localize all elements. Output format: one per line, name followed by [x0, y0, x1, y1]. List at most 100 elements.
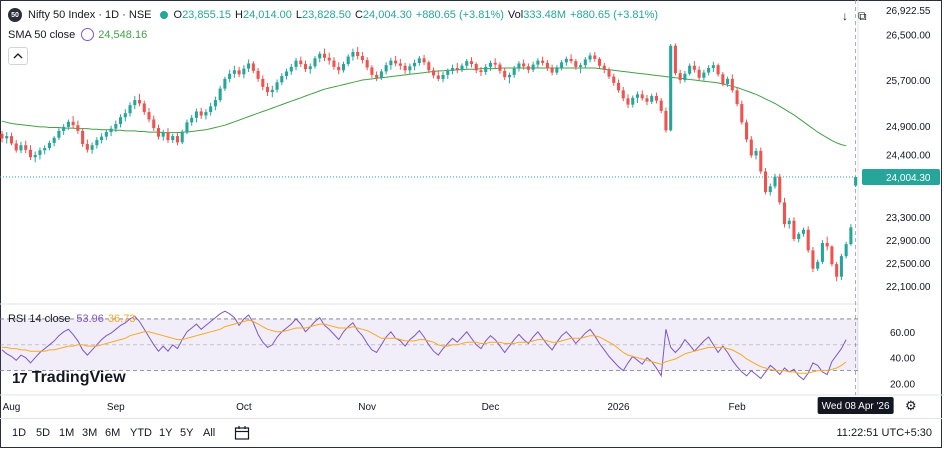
candle — [0, 130, 4, 143]
sma-line — [1, 67, 847, 147]
rsi-tick-label: 20.00 — [890, 380, 915, 391]
symbol-title[interactable]: Nifty 50 Index · 1D · NSE — [28, 9, 152, 21]
candle-body — [171, 136, 175, 141]
candle — [650, 93, 654, 105]
candle-body — [849, 227, 853, 245]
candle-body — [716, 65, 720, 75]
candle-body — [844, 244, 848, 257]
candle-body — [123, 113, 127, 118]
sma-layer — [1, 67, 847, 147]
candle-body — [631, 97, 635, 105]
candle — [109, 125, 113, 137]
candle-body — [484, 66, 488, 73]
candle — [261, 75, 265, 91]
range-button[interactable]: 1Y — [159, 427, 173, 439]
close-label: C — [354, 9, 363, 21]
range-button[interactable]: 5D — [36, 427, 51, 439]
candle-body — [109, 128, 113, 133]
candle-body — [550, 68, 554, 73]
crosshair-date-label: Wed 08 Apr '26 — [822, 401, 890, 412]
candle — [242, 65, 246, 79]
candle-body — [545, 62, 549, 69]
candle — [76, 120, 80, 134]
candle — [541, 56, 545, 66]
candle-body — [512, 68, 516, 75]
calendar-range-icon[interactable] — [234, 425, 250, 441]
candle — [697, 66, 701, 81]
range-button[interactable]: YTD — [130, 427, 152, 439]
sma-legend[interactable]: SMA 50 close 24,548.16 — [8, 28, 147, 41]
candle — [593, 52, 597, 62]
candle-body — [773, 176, 777, 187]
candle-body — [825, 242, 829, 247]
candle — [294, 57, 298, 71]
candle-body — [778, 176, 782, 203]
candle-body — [593, 55, 597, 59]
gear-icon[interactable]: ⚙ — [905, 398, 917, 413]
low-label: L — [295, 9, 303, 21]
candle — [9, 132, 14, 146]
candle — [322, 48, 327, 62]
price-tick-label: 22,900.00 — [886, 236, 931, 247]
candle-body — [749, 139, 753, 156]
candle-body — [583, 59, 587, 66]
rsi-value: 53.96 — [76, 313, 104, 325]
candle-body — [673, 45, 677, 74]
candle — [721, 72, 725, 87]
candle — [337, 62, 341, 75]
last-price-badge — [862, 168, 940, 185]
clock[interactable]: 11:22:51 UTC+5:30 — [836, 427, 933, 439]
candle-body — [313, 58, 317, 67]
candle-body — [436, 75, 440, 79]
open-label: O — [173, 9, 183, 21]
price-tick-label: 23,300.00 — [886, 213, 931, 224]
candle — [223, 76, 227, 91]
candle — [631, 95, 635, 108]
candle — [626, 94, 630, 109]
rsi-legend[interactable]: RSI 14 close 53.96 36.73 — [8, 313, 135, 325]
candle — [133, 96, 137, 110]
candle — [71, 116, 75, 129]
candle-body — [408, 66, 412, 71]
settings-circle-icon[interactable] — [81, 28, 95, 41]
tradingview-text: TradingView — [31, 369, 126, 386]
candle — [730, 74, 734, 93]
collapse-legend-button[interactable] — [8, 47, 28, 65]
tradingview-logo[interactable]: 17 TradingView — [12, 369, 126, 387]
candle — [835, 261, 839, 282]
candle — [616, 79, 621, 93]
range-button[interactable]: 5Y — [180, 427, 194, 439]
candle-body — [839, 256, 843, 277]
candle-body — [403, 65, 407, 71]
range-button[interactable]: 3M — [82, 427, 98, 439]
range-button[interactable]: 1D — [12, 427, 27, 439]
candle-body — [768, 186, 772, 193]
arrow-down-icon[interactable]: ↓ — [842, 9, 848, 23]
range-button[interactable]: All — [203, 427, 216, 439]
open-value: 23,855.15 — [182, 9, 231, 21]
candle-body — [650, 96, 654, 102]
range-button[interactable]: 6M — [105, 427, 121, 439]
candle — [688, 63, 692, 76]
expand-icon[interactable]: ⧉ — [858, 9, 867, 23]
candle-body — [247, 63, 251, 69]
candle-body — [213, 100, 217, 107]
close-value: 24,004.30 — [362, 9, 412, 21]
candle-body — [370, 67, 374, 75]
crosshair-date-badge — [817, 397, 894, 414]
vol-label: Vol — [507, 9, 524, 21]
vol-value: 333.48M — [523, 9, 567, 21]
candle-body — [270, 89, 274, 93]
candle — [266, 82, 270, 97]
candle — [161, 129, 165, 141]
candle — [711, 61, 715, 73]
candle — [460, 63, 464, 73]
candle — [351, 48, 355, 61]
candle — [427, 60, 431, 74]
candle — [825, 236, 829, 251]
candle-body — [180, 132, 184, 143]
range-button[interactable]: 1M — [59, 427, 75, 439]
candle-body — [90, 145, 94, 150]
symbol-badge-icon[interactable]: 50 — [8, 8, 22, 22]
